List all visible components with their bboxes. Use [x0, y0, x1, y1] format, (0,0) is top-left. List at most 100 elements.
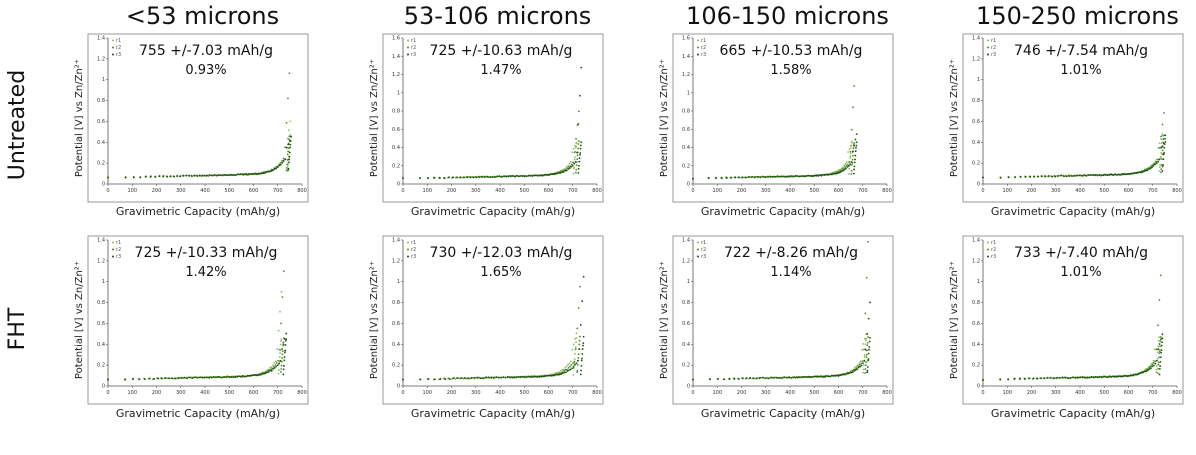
data-point — [849, 163, 852, 166]
data-point — [1140, 371, 1143, 374]
data-point — [284, 339, 287, 342]
data-point — [284, 146, 286, 149]
data-point — [575, 171, 577, 174]
x-axis-label: Gravimetric Capacity (mAh/g) — [991, 205, 1155, 218]
data-point — [1153, 348, 1156, 351]
x-tick-label: 800 — [882, 390, 892, 396]
data-point — [196, 175, 199, 177]
data-point — [519, 376, 522, 379]
data-point — [785, 376, 788, 379]
legend-marker — [697, 53, 699, 56]
data-point — [1092, 174, 1095, 177]
data-point — [281, 350, 284, 353]
data-point — [201, 174, 204, 177]
data-point — [861, 348, 863, 351]
data-point — [836, 172, 839, 175]
x-tick-label: 700 — [1148, 390, 1158, 396]
data-point — [792, 376, 795, 379]
data-point — [807, 174, 810, 177]
data-point — [272, 364, 274, 367]
data-point — [815, 174, 818, 177]
data-point — [282, 344, 285, 347]
x-axis-label: Gravimetric Capacity (mAh/g) — [701, 407, 865, 420]
x-tick-label: 200 — [1027, 188, 1037, 194]
series-r3 — [402, 66, 583, 180]
data-point — [238, 375, 240, 378]
data-point — [191, 377, 194, 380]
data-point — [501, 176, 503, 178]
data-point — [567, 363, 569, 366]
data-point — [507, 175, 510, 178]
data-point — [822, 376, 825, 378]
data-point — [852, 147, 855, 150]
data-point — [273, 361, 276, 364]
data-point — [1139, 372, 1142, 375]
data-point — [794, 376, 797, 379]
data-point — [208, 174, 211, 177]
chart-panel-1: 0 100 200 300 400 500 600 700 800 0 0.2 0.4 0.6 0.8 1 1… — [74, 33, 309, 218]
data-point — [845, 161, 848, 163]
data-point — [854, 158, 856, 161]
x-tick-label: 400 — [495, 188, 505, 194]
data-point — [1157, 345, 1160, 348]
legend-entry: r1 — [411, 38, 416, 44]
data-point — [569, 368, 572, 371]
data-point — [234, 376, 237, 379]
data-point — [1110, 173, 1113, 176]
data-point — [1065, 175, 1068, 178]
x-tick-label: 500 — [1099, 390, 1109, 396]
data-point — [503, 175, 506, 178]
data-point — [1135, 171, 1138, 174]
y-tick-label: 0.6 — [97, 119, 105, 125]
legend-entry: r3 — [411, 254, 416, 260]
legend-entry: r3 — [411, 52, 416, 58]
data-point — [827, 375, 830, 378]
x-tick-label: 200 — [737, 390, 747, 396]
data-point — [707, 177, 710, 179]
data-point — [1029, 175, 1032, 178]
x-tick-label: 100 — [127, 390, 137, 396]
data-point — [288, 129, 290, 132]
data-point — [168, 377, 171, 380]
data-point — [1148, 366, 1151, 369]
data-point — [217, 174, 220, 177]
data-point — [206, 174, 209, 177]
data-point — [534, 174, 537, 177]
data-point — [1151, 363, 1154, 366]
legend-entry: r2 — [116, 45, 121, 51]
data-point — [561, 372, 564, 375]
data-point — [579, 152, 582, 154]
data-point — [1159, 274, 1162, 277]
data-point — [1155, 158, 1158, 161]
data-point — [1152, 164, 1155, 167]
data-point — [1159, 164, 1162, 166]
data-point — [868, 346, 871, 348]
data-point — [863, 355, 866, 358]
data-point — [790, 376, 793, 379]
data-point — [1152, 359, 1155, 362]
x-tick-label: 200 — [447, 390, 457, 396]
legend-entry: r2 — [411, 247, 416, 253]
data-point — [745, 377, 748, 380]
x-tick-label: 600 — [544, 188, 554, 194]
data-point — [284, 351, 286, 354]
data-point — [1024, 175, 1027, 178]
data-point — [855, 133, 858, 136]
data-point — [276, 348, 279, 350]
data-point — [829, 375, 832, 378]
y-tick-label: 1.4 — [97, 238, 105, 244]
data-point — [578, 94, 581, 97]
x-tick-label: 800 — [1172, 390, 1182, 396]
data-point — [171, 377, 174, 380]
data-point — [858, 363, 861, 366]
series-r3 — [107, 135, 292, 179]
data-point — [1163, 151, 1165, 154]
data-point — [475, 376, 477, 379]
data-point — [275, 165, 278, 168]
data-point — [862, 364, 865, 367]
data-point — [1158, 352, 1161, 355]
data-point — [849, 155, 852, 158]
data-point — [498, 175, 501, 178]
data-point — [1046, 377, 1049, 379]
